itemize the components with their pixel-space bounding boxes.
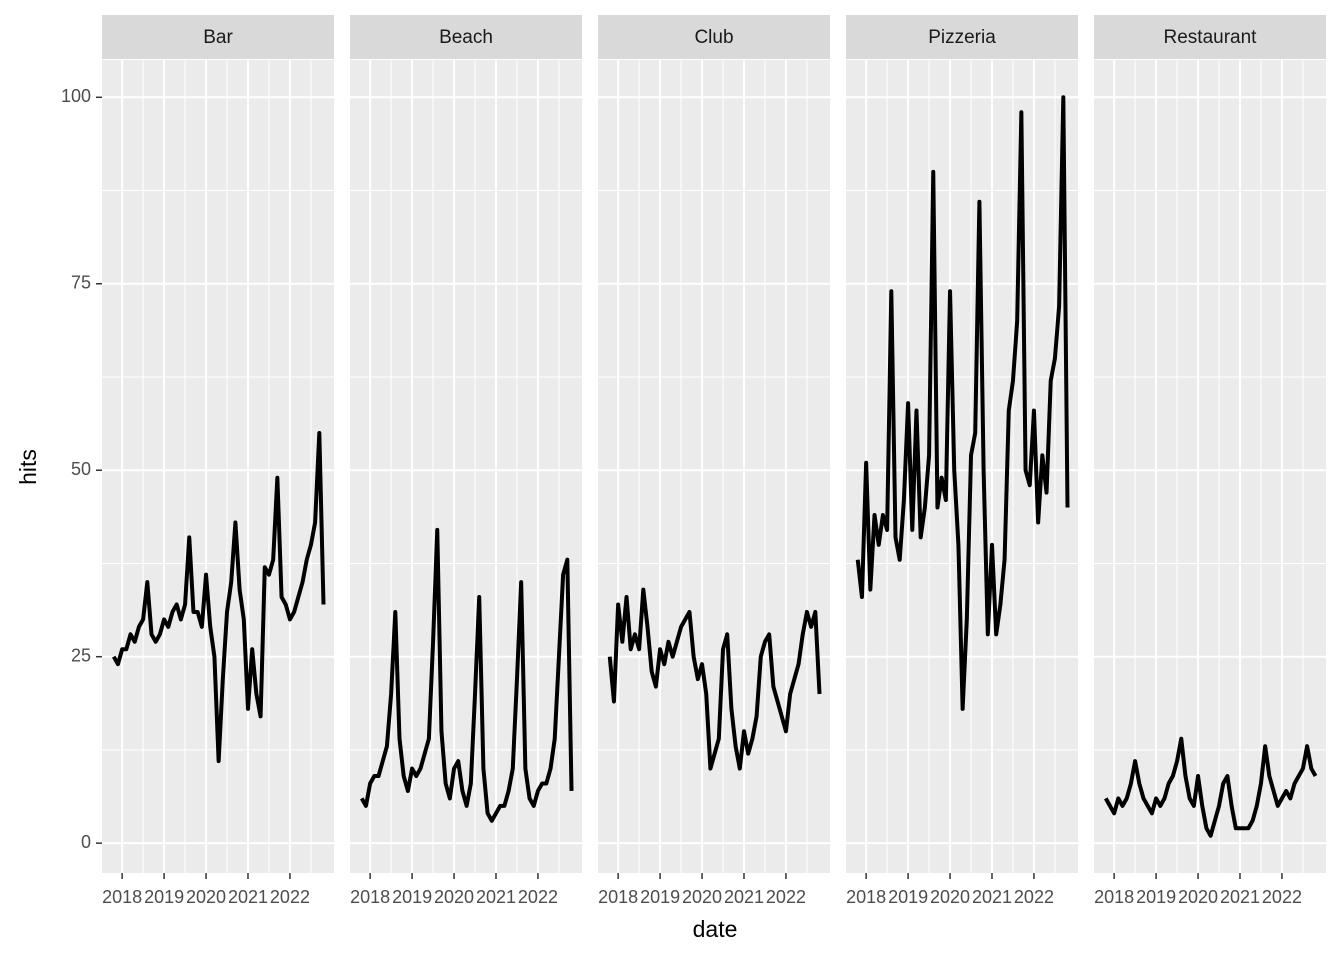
x-tick-label: 2021 (228, 887, 268, 907)
x-tick-label: 2022 (1014, 887, 1054, 907)
strip-background (598, 15, 830, 59)
panel-background (598, 60, 830, 873)
x-tick-label: 2020 (930, 887, 970, 907)
line (112, 430, 326, 764)
x-tick-label: 2021 (1220, 887, 1260, 907)
strip-label: Club (694, 27, 733, 48)
line (360, 527, 574, 823)
strip-background (846, 15, 1078, 59)
strip-label: Beach (439, 27, 493, 48)
y-tick-label: 100 (61, 86, 91, 106)
x-tick-label: 2018 (598, 887, 638, 907)
x-tick-label: 2020 (434, 887, 474, 907)
strip-label: Pizzeria (928, 27, 996, 48)
x-tick-label: 2019 (144, 887, 184, 907)
x-tick-label: 2022 (518, 887, 558, 907)
x-tick-label: 2018 (350, 887, 390, 907)
x-tick-label: 2020 (1178, 887, 1218, 907)
strip-background (102, 15, 334, 59)
line (607, 587, 822, 771)
strip-background (1094, 15, 1326, 59)
strip-label: Restaurant (1164, 27, 1258, 48)
y-axis-title: hits (15, 449, 41, 485)
x-tick-label: 2019 (640, 887, 680, 907)
line (1104, 736, 1318, 838)
x-tick-label: 2018 (846, 887, 886, 907)
y-tick-label: 50 (71, 459, 91, 479)
y-tick-label: 75 (71, 273, 91, 293)
x-tick-label: 2021 (972, 887, 1012, 907)
y-tick-label: 25 (71, 645, 91, 665)
x-tick-label: 2021 (724, 887, 764, 907)
x-tick-label: 2018 (1094, 887, 1134, 907)
x-tick-label: 2022 (270, 887, 310, 907)
x-tick-label: 2020 (682, 887, 722, 907)
x-tick-label: 2021 (476, 887, 516, 907)
x-tick-label: 2022 (766, 887, 806, 907)
strip-label: Bar (203, 27, 233, 48)
x-tick-label: 2019 (888, 887, 928, 907)
y-tick-label: 0 (81, 832, 91, 852)
x-tick-label: 2020 (186, 887, 226, 907)
x-tick-label: 2019 (1136, 887, 1176, 907)
x-tick-label: 2018 (102, 887, 142, 907)
x-tick-label: 2022 (1262, 887, 1302, 907)
x-axis-title: date (693, 916, 738, 942)
panel-background (1094, 60, 1326, 873)
strip-background (350, 15, 582, 59)
x-tick-label: 2019 (392, 887, 432, 907)
panel-background (846, 60, 1078, 873)
line (855, 95, 1070, 711)
